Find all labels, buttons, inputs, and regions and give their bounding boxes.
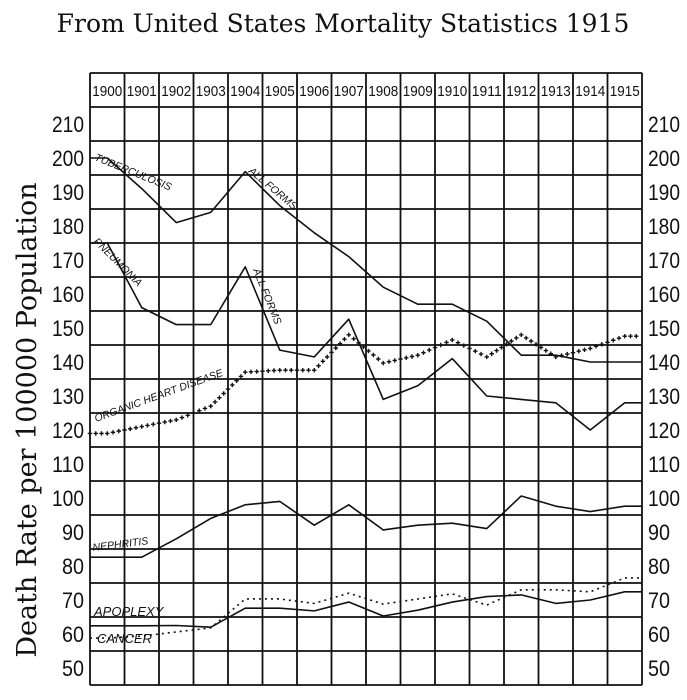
year-label: 1904: [230, 83, 260, 100]
y-tick-label-left: 80: [62, 554, 84, 579]
label-tuberculosis: TUBERCULOSIS: [93, 152, 173, 194]
year-label: 1910: [437, 83, 467, 100]
year-label: 1906: [299, 83, 329, 100]
y-tick-label-right: 170: [648, 248, 680, 273]
label-nephritis: NEPHRITIS: [92, 535, 149, 554]
label-tuberculosis-all-forms: ALL FORMS: [245, 164, 299, 212]
series-labels: TUBERCULOSIS ALL FORMS PNEUMONIA ALL FOR…: [91, 152, 299, 646]
y-tick-label-left: 200: [52, 146, 84, 171]
y-tick-label-left: 190: [52, 180, 84, 205]
y-tick-label-left: 210: [52, 112, 84, 137]
year-label: 1914: [575, 83, 605, 100]
y-tick-label-left: 100: [52, 486, 84, 511]
y-tick-label-right: 70: [648, 588, 670, 613]
y-tick-label-right: 190: [648, 180, 680, 205]
year-label: 1911: [472, 83, 502, 100]
series-cancer: [90, 577, 642, 639]
y-tick-label-left: 70: [62, 588, 84, 613]
year-label: 1903: [196, 83, 226, 100]
y-tick-label-right: 180: [648, 214, 680, 239]
y-tick-label-left: 90: [62, 520, 84, 545]
cross-markers: [87, 332, 639, 436]
y-tick-label-left: 140: [52, 350, 84, 375]
year-label: 1900: [92, 83, 122, 100]
y-tick-label-right: 130: [648, 384, 680, 409]
chart-title: From United States Mortality Statistics …: [57, 9, 630, 38]
y-axis-label: Death Rate per 100000 Population: [12, 182, 43, 657]
series-nephritis: [90, 495, 642, 558]
y-tick-label-left: 130: [52, 384, 84, 409]
y-tick-label-right: 160: [648, 282, 680, 307]
y-tick-label-right: 110: [648, 452, 680, 477]
y-tick-label-left: 110: [52, 452, 84, 477]
y-tick-label-right: 60: [648, 622, 670, 647]
y-tick-label-left: 180: [52, 214, 84, 239]
y-tick-label-right: 50: [648, 656, 670, 681]
y-tick-label-right: 100: [648, 486, 680, 511]
y-tick-label-right: 210: [648, 112, 680, 137]
y-tick-label-right: 200: [648, 146, 680, 171]
year-label: 1901: [127, 83, 157, 100]
label-apoplexy: APOPLEXY: [93, 604, 165, 619]
year-label: 1915: [610, 83, 640, 100]
y-tick-label-left: 170: [52, 248, 84, 273]
year-label: 1912: [506, 83, 536, 100]
series-pneumonia: [90, 242, 642, 431]
series-organic-heart-disease: [87, 332, 639, 436]
year-label: 1908: [368, 83, 398, 100]
y-tick-label-right: 90: [648, 520, 670, 545]
year-header: 1900 1901 1902 1903 1904 1905 1906 1907 1908 1909…: [92, 83, 640, 100]
y-tick-label-right: 150: [648, 316, 680, 341]
series-apoplexy: [90, 591, 642, 629]
y-tick-label-right: 120: [648, 418, 680, 443]
year-label: 1902: [161, 83, 191, 100]
year-label: 1913: [541, 83, 571, 100]
y-tick-label-right: 140: [648, 350, 680, 375]
y-tick-label-left: 50: [62, 656, 84, 681]
y-tick-label-left: 160: [52, 282, 84, 307]
y-tick-label-left: 120: [52, 418, 84, 443]
y-tick-label-left: 150: [52, 316, 84, 341]
y-ticks: 210 210 200 200 190 190 180 180 170 170 160 160 150 1…: [52, 112, 680, 681]
year-label: 1907: [334, 83, 364, 100]
year-label: 1909: [403, 83, 433, 100]
y-tick-label-left: 60: [62, 622, 84, 647]
label-cancer: CANCER: [97, 631, 152, 646]
y-tick-label-right: 80: [648, 554, 670, 579]
grid: [89, 72, 643, 686]
year-label: 1905: [265, 83, 295, 100]
series-lines: [87, 157, 642, 639]
